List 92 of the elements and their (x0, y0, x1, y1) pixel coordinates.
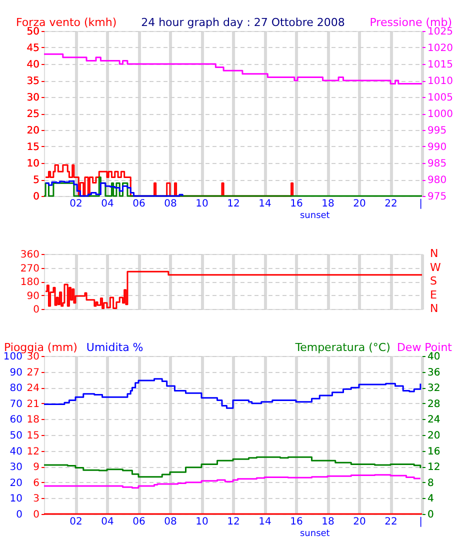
text: Umidita % (86, 341, 144, 354)
x-tick-label: 02 (70, 516, 82, 528)
y-tick-label: 25 (26, 109, 40, 120)
y3-tick-label: 6 (33, 478, 40, 489)
y3-tick-label: 3 (33, 494, 40, 505)
y-tick-label: 50 (26, 26, 40, 38)
y-tick-label: 15 (26, 142, 40, 153)
x-tick-label: 02 (70, 198, 82, 210)
text: W (430, 260, 441, 274)
y2-tick-label: 980 (428, 175, 447, 186)
y-tick-label: 30 (10, 462, 22, 474)
y2-tick-label: 8 (428, 478, 434, 489)
y-tick-label: 80 (10, 383, 22, 394)
x-tick-label: 12 (227, 198, 240, 210)
text: Pioggia (mm) (4, 341, 78, 354)
x-tick-label: 04 (101, 516, 114, 528)
y2-tick-label: 990 (428, 142, 447, 153)
y-tick-label: 20 (26, 126, 40, 136)
text: S (430, 274, 437, 288)
x-tick-label: 18 (322, 198, 334, 210)
y-tick-label: 0 (33, 192, 40, 202)
y-tick-label: 270 (20, 263, 40, 274)
x-tick-label: 06 (132, 516, 146, 528)
x-tick-label: | (419, 516, 422, 528)
y-tick-label: 10 (26, 158, 40, 170)
y3-tick-label: 18 (26, 414, 40, 426)
x-tick-label: 08 (164, 516, 177, 528)
text: N (430, 302, 438, 315)
y-tick-label: 60 (10, 414, 22, 426)
text: E (430, 288, 437, 302)
annotation: sunset (300, 529, 330, 539)
y3-tick-label: 27 (26, 367, 40, 378)
y2-tick-label: 1000 (428, 109, 453, 120)
y-tick-label: 90 (10, 367, 22, 378)
y2-tick-label: 1020 (428, 43, 453, 54)
x-tick-label: 12 (227, 516, 240, 528)
annotation: sunset (300, 211, 330, 221)
y-tick-label: 100 (3, 352, 22, 362)
y-tick-label: 0 (33, 304, 40, 316)
y-tick-label: 40 (26, 60, 40, 70)
y-tick-label: 360 (20, 250, 40, 260)
y3-tick-label: 21 (26, 398, 40, 410)
x-tick-label: 14 (258, 198, 272, 210)
y2-tick-label: 4 (428, 494, 434, 505)
y-tick-label: 45 (26, 43, 40, 54)
y-tick-label: 90 (26, 290, 40, 302)
x-tick-label: 06 (132, 198, 146, 210)
y-tick-label: 5 (33, 175, 40, 186)
y2-tick-label: 1010 (428, 76, 453, 87)
y2-tick-label: 1025 (428, 26, 453, 38)
y2-tick-label: 0 (428, 510, 434, 520)
x-tick-label: 10 (196, 516, 208, 528)
x-tick-label: 22 (384, 516, 398, 528)
y-tick-label: 40 (10, 446, 22, 458)
y2-tick-label: 24 (428, 414, 440, 426)
chart-title: 24 hour graph day : 27 Ottobre 2008 (141, 16, 345, 29)
x-tick-label: 16 (290, 198, 303, 210)
text: Temperatura (°C) (294, 341, 390, 354)
y-tick-label: 30 (26, 92, 40, 104)
y2-tick-label: 985 (428, 158, 447, 170)
x-tick-label: 16 (290, 516, 303, 528)
y2-tick-label: 995 (428, 126, 447, 136)
y2-tick-label: 12 (428, 462, 440, 474)
x-tick-label: 18 (322, 516, 334, 528)
x-tick-label: 20 (353, 198, 366, 210)
x-tick-label: 14 (258, 516, 272, 528)
y3-tick-label: 12 (26, 446, 40, 458)
x-tick-label: | (419, 198, 422, 210)
y-tick-label: 70 (10, 398, 22, 410)
y2-tick-label: 32 (428, 383, 440, 394)
y-tick-label: 180 (20, 277, 40, 288)
y-tick-label: 10 (10, 494, 22, 505)
y2-tick-label: 1015 (428, 60, 453, 70)
y2-tick-label: 28 (428, 398, 440, 410)
y3-tick-label: 24 (26, 383, 40, 394)
y-tick-label: 50 (10, 430, 22, 442)
y3-tick-label: 9 (33, 462, 40, 474)
y2-tick-label: 16 (428, 446, 440, 458)
y-tick-label: 20 (10, 478, 22, 489)
x-tick-label: 22 (384, 198, 398, 210)
x-tick-label: 04 (101, 198, 114, 210)
y-tick-label: 0 (16, 510, 22, 520)
y2-tick-label: 975 (428, 192, 447, 202)
text: N (430, 247, 438, 260)
x-tick-label: 20 (353, 516, 366, 528)
x-tick-label: 10 (196, 198, 208, 210)
y2-tick-label: 36 (428, 367, 440, 378)
y2-tick-label: 1005 (428, 92, 453, 104)
y2-tick-label: 40 (428, 352, 440, 362)
y2-tick-label: 20 (428, 430, 440, 442)
x-tick-label: 08 (164, 198, 177, 210)
y-tick-label: 35 (26, 76, 40, 87)
